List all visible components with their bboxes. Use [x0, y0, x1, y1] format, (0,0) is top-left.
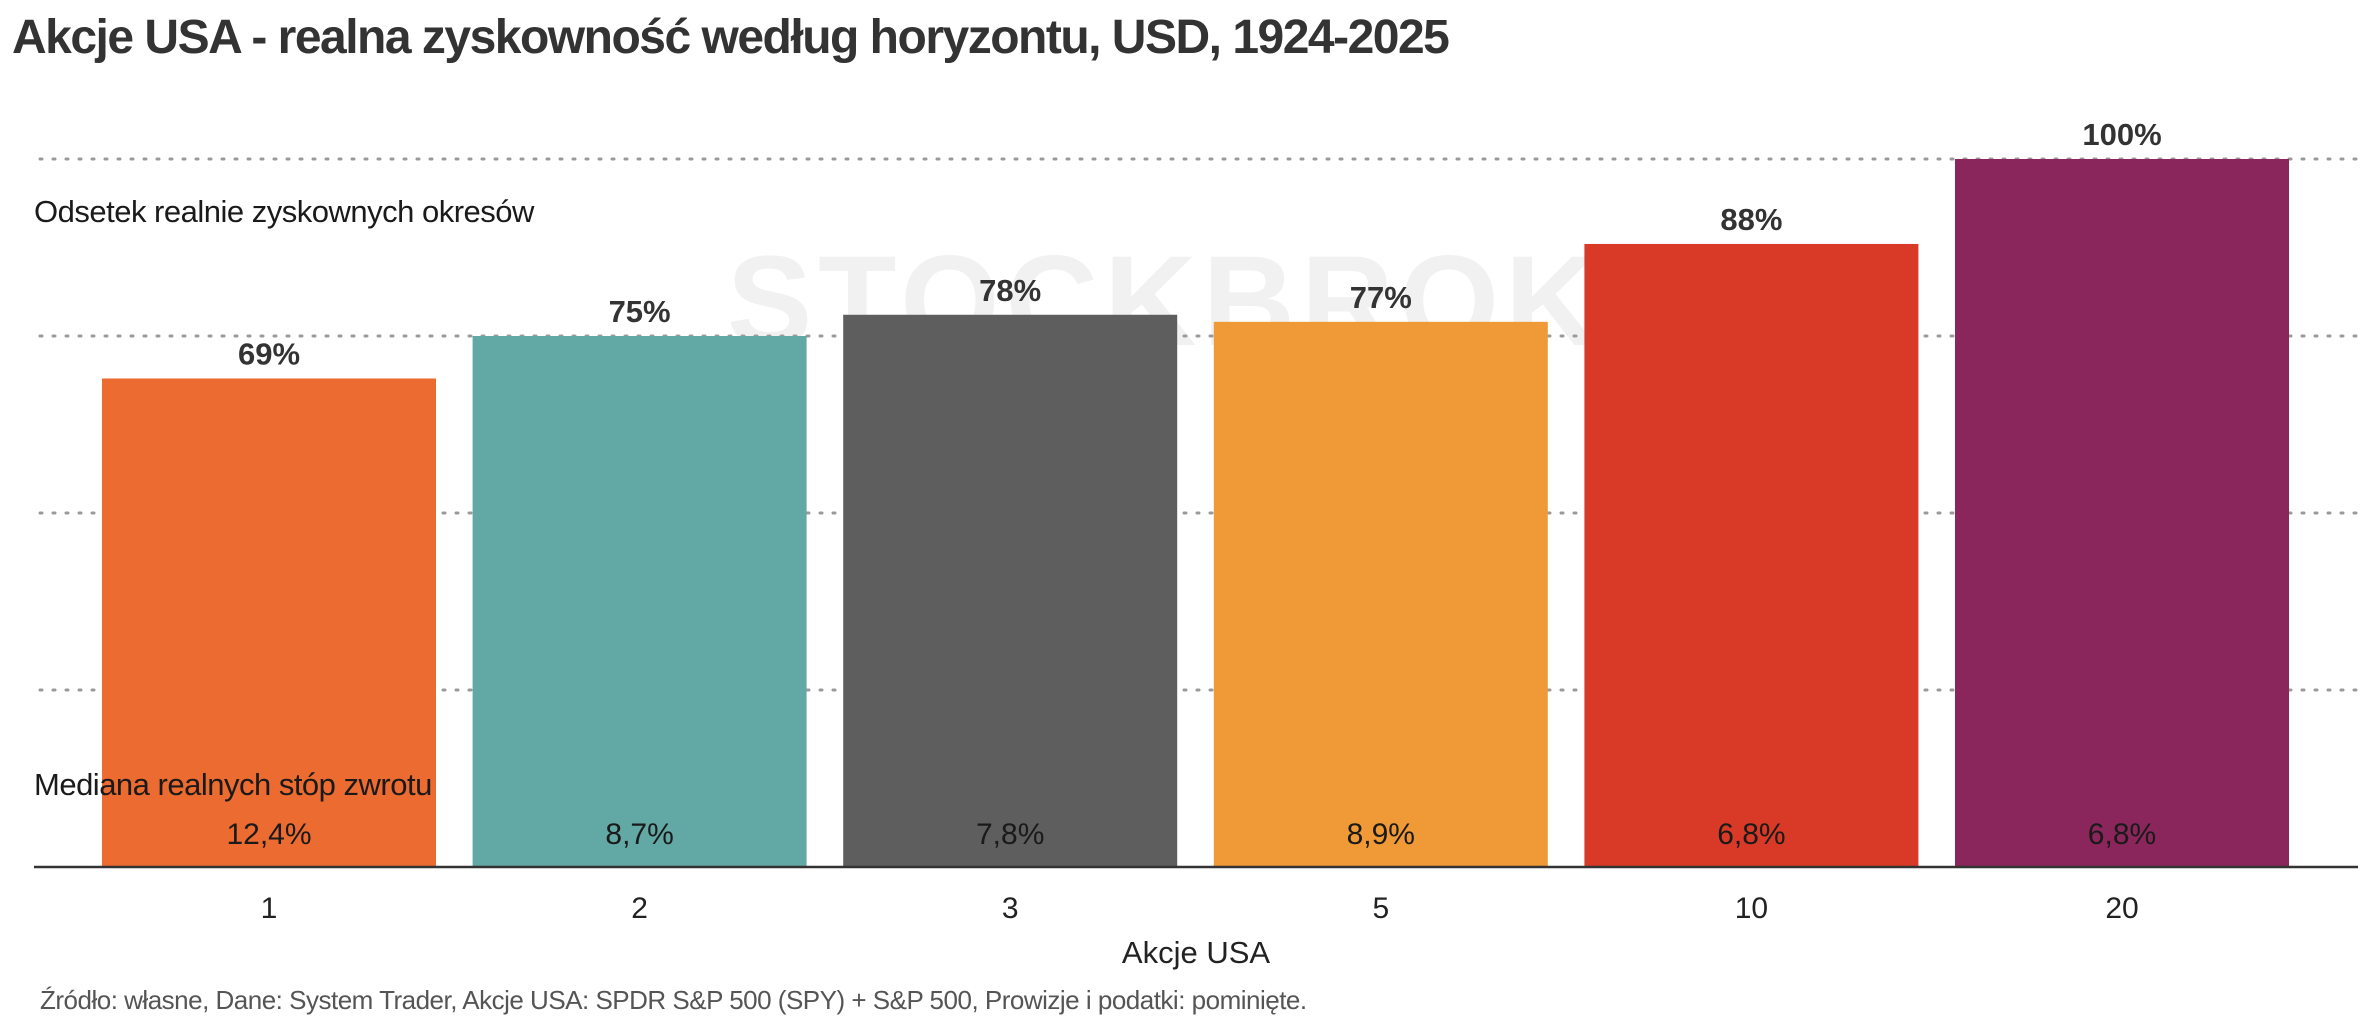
- bar-value-label: 75%: [609, 294, 671, 329]
- top-annotation-label: Odsetek realnie zyskownych okresów: [34, 194, 535, 229]
- x-tick-label: 5: [1372, 892, 1389, 925]
- bar-value-label: 77%: [1350, 280, 1412, 315]
- bar-5: [1213, 321, 1548, 868]
- x-axis-label: Akcje USA: [1122, 935, 1270, 970]
- median-value-label: 6,8%: [2088, 818, 2156, 851]
- bar-3: [843, 314, 1178, 867]
- bar-2: [472, 336, 807, 867]
- chart-title: Akcje USA - realna zyskowność według hor…: [12, 11, 1450, 64]
- bar-value-label: 69%: [238, 336, 300, 371]
- source-note: Źródło: własne, Dane: System Trader, Akc…: [40, 985, 1307, 1015]
- median-value-label: 8,7%: [605, 818, 673, 851]
- x-tick-labels: 1 2 3 5 10 20: [261, 892, 2139, 925]
- x-tick-label: 3: [1002, 892, 1019, 925]
- bars: [102, 159, 2289, 868]
- bar-value-label: 78%: [979, 273, 1041, 308]
- labels: 69% 12,4% 75% 8,7% 78% 7,8% 77% 8,9% 88% 6,8% 100%…: [226, 117, 2161, 851]
- x-tick-label: 20: [2105, 892, 2138, 925]
- x-tick-label: 1: [261, 892, 278, 925]
- median-value-label: 6,8%: [1717, 818, 1785, 851]
- bar-1: [102, 378, 436, 867]
- bar-value-label: 88%: [1720, 202, 1782, 237]
- bar-10: [1584, 243, 1919, 867]
- gridlines: [38, 157, 2360, 692]
- x-tick-label: 10: [1735, 892, 1768, 925]
- median-value-label: 8,9%: [1347, 818, 1415, 851]
- bottom-annotation-label: Mediana realnych stóp zwrotu: [34, 767, 432, 802]
- median-value-label: 7,8%: [976, 818, 1044, 851]
- bar-20: [1955, 159, 2289, 867]
- median-value-label: 12,4%: [226, 818, 311, 851]
- bar-value-label: 100%: [2082, 117, 2161, 152]
- x-tick-label: 2: [631, 892, 648, 925]
